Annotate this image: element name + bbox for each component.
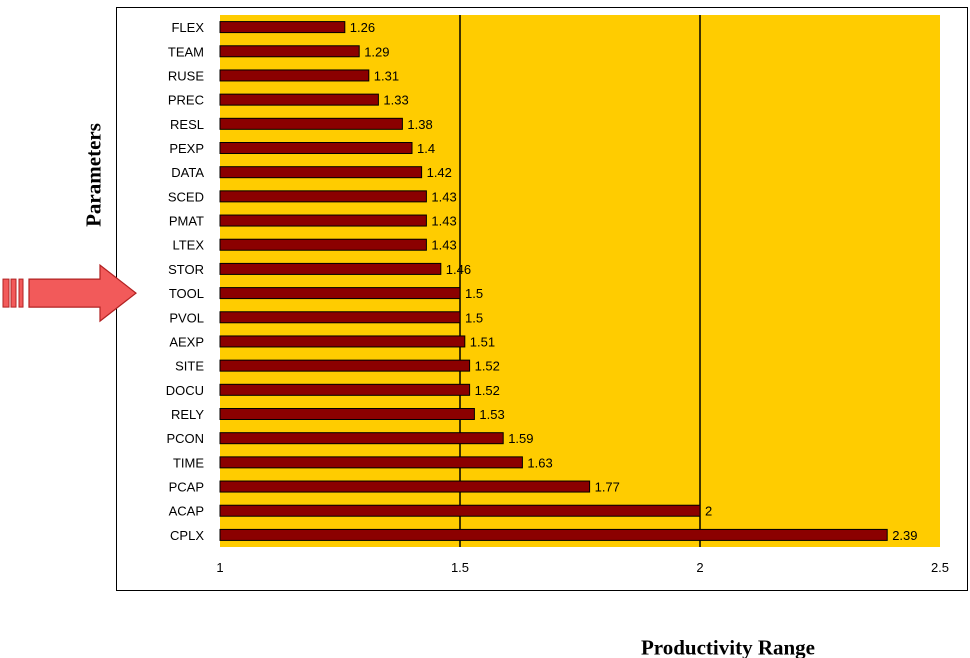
bar-time bbox=[219, 456, 523, 469]
value-label: 1.77 bbox=[595, 480, 620, 495]
value-label: 1.63 bbox=[527, 455, 552, 470]
y-tick-label: FLEX bbox=[171, 20, 204, 35]
bar-ruse bbox=[219, 69, 370, 82]
y-axis-title: Parameters bbox=[81, 123, 106, 227]
value-label: 1.43 bbox=[431, 189, 456, 204]
value-label: 1.51 bbox=[470, 334, 495, 349]
bar-aexp bbox=[219, 335, 466, 348]
value-label: 1.4 bbox=[417, 141, 435, 156]
y-tick-label: PEXP bbox=[169, 141, 204, 156]
bar-pcon bbox=[219, 432, 504, 445]
bar-acap bbox=[219, 504, 701, 517]
y-tick-label: LTEX bbox=[172, 238, 204, 253]
y-tick-labels: FLEX TEAM RUSE PREC RESL PEXP DATA SCED PMAT LTEX… bbox=[166, 20, 205, 543]
value-label: 1.33 bbox=[383, 93, 408, 108]
bar-data bbox=[219, 166, 423, 179]
y-tick-label: RUSE bbox=[168, 68, 204, 83]
value-label: 1.38 bbox=[407, 117, 432, 132]
value-label: 1.52 bbox=[475, 383, 500, 398]
y-tick-label: PVOL bbox=[169, 310, 204, 325]
x-tick-label: 2 bbox=[696, 560, 703, 575]
bar-pcap bbox=[219, 480, 591, 493]
x-tick-label: 1 bbox=[216, 560, 223, 575]
bar-tool bbox=[219, 287, 461, 300]
bar-rely bbox=[219, 408, 475, 420]
bar-stor bbox=[219, 262, 442, 275]
value-label: 1.29 bbox=[364, 44, 389, 59]
value-label: 1.5 bbox=[465, 310, 483, 325]
bar-cplx bbox=[219, 528, 888, 541]
y-tick-label: RESL bbox=[170, 117, 204, 132]
x-axis-title: Productivity Range bbox=[640, 635, 816, 658]
y-tick-label: CPLX bbox=[170, 528, 204, 543]
value-label: 1.43 bbox=[431, 214, 456, 229]
arrow-tail-stripe-0 bbox=[2, 278, 10, 308]
x-tick-labels: 1 1.5 2 2.5 bbox=[216, 560, 949, 575]
bar-flex bbox=[219, 21, 346, 34]
y-tick-label: DOCU bbox=[166, 383, 204, 398]
arrow-icon bbox=[28, 263, 137, 323]
bar-pexp bbox=[219, 142, 413, 154]
arrow-tail-stripe-2 bbox=[18, 278, 24, 308]
value-label: 1.52 bbox=[475, 359, 500, 374]
bar-ltex bbox=[219, 238, 427, 251]
y-tick-label: SITE bbox=[175, 359, 204, 374]
bar-pvol bbox=[219, 311, 461, 324]
bar-sced bbox=[219, 190, 427, 203]
arrow-tail-stripe-1 bbox=[10, 278, 17, 308]
y-tick-label: TOOL bbox=[169, 286, 204, 301]
x-tick-label: 1.5 bbox=[451, 560, 469, 575]
y-tick-label: ACAP bbox=[169, 504, 204, 519]
bar-docu bbox=[219, 383, 471, 396]
y-tick-label: RELY bbox=[171, 407, 204, 422]
value-label: 1.5 bbox=[465, 286, 483, 301]
y-tick-label: STOR bbox=[168, 262, 204, 277]
value-label: 1.59 bbox=[508, 431, 533, 446]
bar-team bbox=[219, 45, 360, 58]
bar-pmat bbox=[219, 214, 427, 227]
bar-prec bbox=[219, 93, 379, 106]
value-label: 1.46 bbox=[446, 262, 471, 277]
value-label: 1.53 bbox=[479, 407, 504, 422]
y-tick-label: TIME bbox=[173, 455, 204, 470]
y-tick-label: AEXP bbox=[169, 334, 204, 349]
y-tick-label: PCAP bbox=[169, 480, 204, 495]
value-label: 1.43 bbox=[431, 238, 456, 253]
y-tick-label: DATA bbox=[171, 165, 204, 180]
y-tick-label: SCED bbox=[168, 189, 204, 204]
y-tick-label: PMAT bbox=[169, 214, 204, 229]
tool-arrow-annotation bbox=[2, 263, 137, 323]
x-tick-label: 2.5 bbox=[931, 560, 949, 575]
y-tick-label: PREC bbox=[168, 93, 204, 108]
bars bbox=[219, 21, 888, 541]
value-labels: 1.26 1.29 1.31 1.33 1.38 1.4 1.42 1.43 1.43 1.43 1… bbox=[350, 20, 918, 543]
value-label: 1.26 bbox=[350, 20, 375, 35]
value-label: 1.31 bbox=[374, 68, 399, 83]
value-label: 1.42 bbox=[427, 165, 452, 180]
bar-resl bbox=[219, 117, 403, 130]
y-tick-label: TEAM bbox=[168, 44, 204, 59]
y-tick-label: PCON bbox=[166, 431, 204, 446]
bar-site bbox=[219, 359, 471, 372]
value-label: 2.39 bbox=[892, 528, 917, 543]
value-label: 2 bbox=[705, 504, 712, 519]
